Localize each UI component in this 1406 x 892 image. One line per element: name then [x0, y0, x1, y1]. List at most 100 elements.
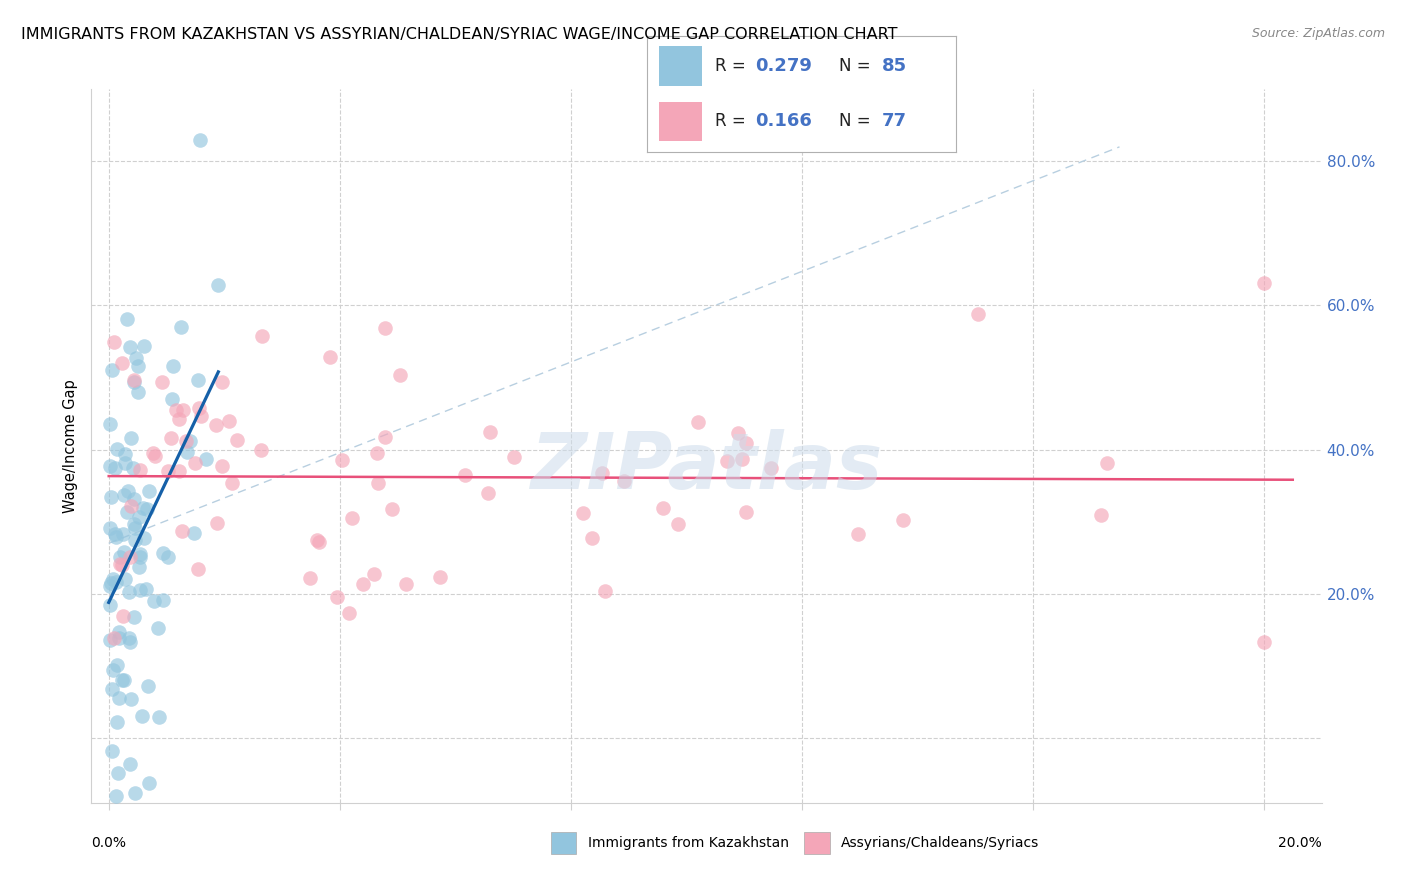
Point — [108, 549, 131, 564]
Point — [1095, 457, 1118, 471]
Point — [735, 435, 758, 450]
Point — [572, 506, 595, 520]
Point — [581, 531, 603, 545]
Point — [148, 710, 170, 724]
Point — [716, 454, 738, 468]
Point — [477, 486, 499, 500]
Point — [190, 409, 212, 423]
Point — [135, 582, 157, 597]
Point — [846, 527, 869, 541]
Point — [107, 766, 129, 780]
Point — [165, 402, 187, 417]
Point — [188, 401, 211, 415]
Point — [128, 560, 150, 574]
Point — [107, 442, 129, 457]
Point — [170, 524, 193, 538]
Point — [666, 516, 689, 531]
Point — [731, 452, 754, 467]
Point — [172, 402, 194, 417]
Point — [305, 533, 328, 547]
Point — [107, 624, 129, 639]
Point — [502, 450, 524, 464]
Point — [120, 431, 142, 445]
Text: 0.0%: 0.0% — [91, 836, 127, 850]
Point — [100, 633, 122, 648]
Point — [366, 446, 388, 460]
Y-axis label: Wage/Income Gap: Wage/Income Gap — [63, 379, 79, 513]
Point — [122, 610, 145, 624]
Point — [124, 786, 146, 800]
Point — [143, 594, 166, 608]
Point — [104, 530, 127, 544]
Point — [100, 458, 122, 473]
Point — [308, 535, 330, 549]
Point — [389, 368, 412, 382]
Point — [103, 335, 125, 350]
Point — [118, 631, 141, 645]
Point — [156, 549, 179, 564]
Point — [727, 426, 749, 441]
Point — [337, 606, 360, 620]
Point — [205, 516, 228, 531]
Point — [124, 521, 146, 535]
Point — [100, 417, 122, 431]
Point — [1090, 508, 1112, 523]
Point — [101, 744, 124, 758]
Point — [108, 691, 131, 706]
Point — [100, 599, 122, 613]
Point — [1253, 277, 1275, 291]
Point — [211, 458, 233, 473]
Point — [101, 663, 124, 677]
Text: R =: R = — [714, 112, 751, 130]
Point — [114, 447, 136, 461]
Point — [136, 679, 159, 693]
Point — [132, 531, 155, 545]
Point — [152, 546, 174, 560]
Point — [591, 466, 613, 480]
Point — [176, 444, 198, 458]
Point — [374, 320, 396, 334]
Point — [128, 547, 150, 561]
Point — [100, 579, 122, 593]
Text: 0.166: 0.166 — [755, 112, 811, 130]
Point — [652, 500, 675, 515]
Point — [187, 562, 209, 576]
Point — [112, 608, 135, 623]
Point — [127, 385, 149, 400]
Text: ZIPatlas: ZIPatlas — [530, 429, 883, 506]
Point — [221, 476, 243, 491]
Text: Immigrants from Kazakhstan: Immigrants from Kazakhstan — [588, 836, 789, 850]
Point — [104, 789, 127, 803]
Point — [146, 621, 169, 635]
Text: N =: N = — [838, 112, 876, 130]
Point — [111, 558, 134, 573]
Point — [374, 430, 396, 444]
Point — [218, 414, 240, 428]
Point — [108, 631, 131, 645]
Point — [112, 488, 135, 502]
Point — [118, 549, 141, 564]
Text: Source: ZipAtlas.com: Source: ZipAtlas.com — [1251, 27, 1385, 40]
Point — [105, 714, 128, 729]
Point — [174, 434, 197, 449]
Point — [479, 425, 502, 440]
Text: 20.0%: 20.0% — [1278, 836, 1322, 850]
Point — [162, 359, 184, 373]
Point — [142, 446, 165, 460]
Point — [330, 452, 353, 467]
Point — [124, 533, 146, 548]
Point — [429, 570, 451, 584]
Point — [380, 502, 402, 516]
Point — [145, 450, 167, 464]
Point — [122, 460, 145, 475]
Point — [125, 351, 148, 365]
Point — [122, 375, 145, 389]
Point — [111, 355, 134, 369]
Point — [111, 673, 134, 687]
Point — [613, 475, 636, 489]
Bar — [659, 102, 703, 141]
Point — [111, 526, 134, 541]
Text: N =: N = — [838, 57, 876, 75]
Point — [108, 558, 131, 572]
Point — [118, 585, 141, 599]
